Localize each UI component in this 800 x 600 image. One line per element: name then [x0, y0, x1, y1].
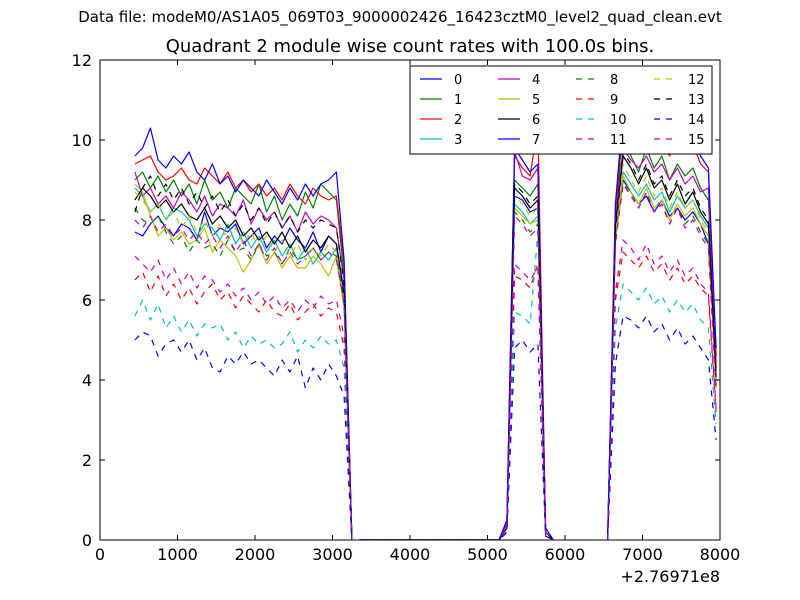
legend-box — [409, 65, 713, 155]
series-7-line-0 — [134, 127, 353, 540]
series-5-line-0 — [134, 183, 353, 540]
x-tick-label: 7000 — [622, 545, 663, 564]
y-tick-label: 10 — [72, 131, 92, 150]
series-12-line-2 — [607, 163, 717, 540]
legend-label-8: 8 — [610, 73, 618, 88]
x-tick-label: 3000 — [312, 545, 353, 564]
series-0-line-0 — [134, 211, 353, 540]
legend-label-9: 9 — [610, 93, 618, 108]
series-1-line-0 — [134, 171, 353, 540]
series-6-line-0 — [134, 187, 353, 540]
figure-suptitle: Data file: modeM0/AS1A05_069T03_90000024… — [78, 8, 722, 26]
series-14-line-0 — [134, 331, 353, 540]
series-15 — [134, 183, 717, 540]
legend-label-5: 5 — [532, 93, 540, 108]
series-15-line-1 — [359, 215, 554, 540]
x-offset-label: +2.76971e8 — [620, 567, 720, 586]
x-tick-label: 4000 — [390, 545, 431, 564]
legend-label-2: 2 — [454, 113, 462, 128]
y-tick-label: 0 — [82, 531, 92, 550]
series-9-line-0 — [134, 271, 353, 540]
series-6-line-2 — [607, 155, 717, 540]
legend-label-11: 11 — [610, 133, 627, 148]
y-tick-label: 6 — [82, 291, 92, 310]
series-9-line-2 — [607, 251, 717, 540]
series-15-line-0 — [134, 215, 353, 540]
x-tick-label: 1000 — [157, 545, 198, 564]
legend-label-6: 6 — [532, 113, 540, 128]
x-tick-label: 2000 — [235, 545, 276, 564]
chart-title: Quadrant 2 module wise count rates with … — [165, 36, 655, 57]
legend-label-3: 3 — [454, 133, 462, 148]
legend-label-13: 13 — [688, 93, 705, 108]
series-8-line-0 — [134, 207, 353, 540]
series-5-line-2 — [607, 175, 717, 540]
x-tick-label: 5000 — [467, 545, 508, 564]
series-14 — [134, 315, 717, 540]
y-tick-label: 2 — [82, 451, 92, 470]
y-tick-label: 4 — [82, 371, 92, 390]
legend-label-1: 1 — [454, 93, 462, 108]
x-tick-label: 8000 — [700, 545, 741, 564]
legend-label-4: 4 — [532, 73, 540, 88]
series-12-line-0 — [134, 191, 353, 540]
legend-label-0: 0 — [454, 73, 462, 88]
series-13-line-2 — [607, 151, 717, 540]
y-tick-label: 12 — [72, 51, 92, 70]
legend-label-15: 15 — [688, 133, 705, 148]
legend-label-7: 7 — [532, 133, 540, 148]
legend-label-10: 10 — [610, 113, 627, 128]
x-tick-label: 6000 — [545, 545, 586, 564]
x-tick-label: 0 — [95, 545, 105, 564]
series-15-line-2 — [607, 183, 717, 540]
series-11-line-2 — [607, 239, 717, 540]
y-tick-label: 8 — [82, 211, 92, 230]
legend-label-14: 14 — [688, 113, 705, 128]
series-11-line-0 — [134, 255, 353, 540]
series-13-line-0 — [134, 175, 353, 540]
series-11 — [134, 239, 717, 540]
series-4-line-0 — [134, 171, 353, 540]
series-3-line-2 — [607, 171, 717, 540]
legend-label-12: 12 — [688, 73, 705, 88]
series-3-line-0 — [134, 187, 353, 540]
series-9 — [134, 251, 717, 540]
